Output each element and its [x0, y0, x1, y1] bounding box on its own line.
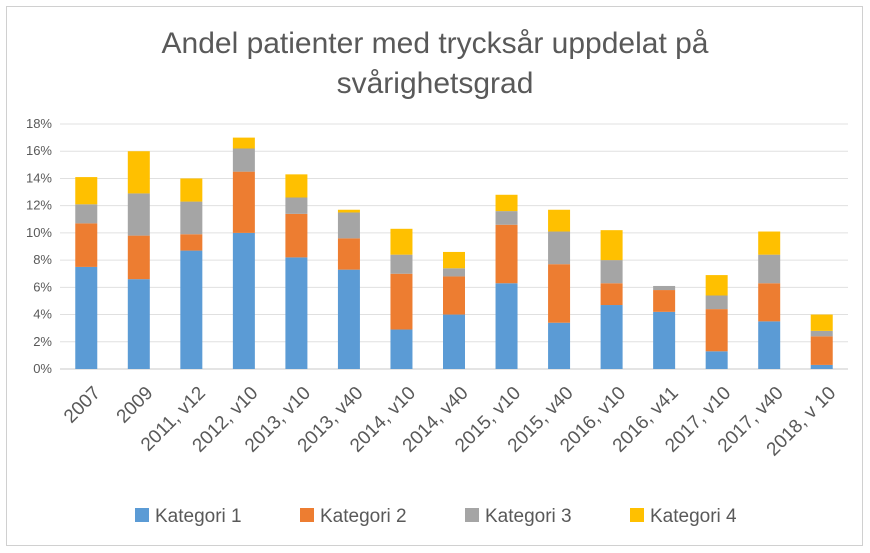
bar-segment	[443, 314, 465, 369]
bar-segment	[127, 235, 150, 280]
bar-segment	[600, 283, 623, 306]
bar-segment	[705, 295, 728, 310]
legend-label: Kategori 2	[320, 506, 407, 527]
y-tick-label: 4%	[33, 307, 52, 322]
bar-segment	[653, 285, 676, 291]
bar-segment	[180, 178, 203, 202]
bar-segment	[232, 137, 255, 149]
x-tick-label: 2009	[113, 383, 158, 428]
legend-swatch	[465, 508, 479, 522]
chart-title-line-1: Andel patienter med trycksår uppdelat på	[161, 27, 709, 60]
legend-swatch	[300, 508, 314, 522]
bar-segment	[390, 228, 413, 255]
bar-segment	[232, 232, 255, 369]
legend-label: Kategori 3	[485, 506, 572, 527]
bar-segment	[232, 171, 255, 233]
bar-segment	[285, 174, 308, 198]
bar-segment	[75, 223, 98, 267]
y-tick-label: 6%	[33, 279, 52, 294]
bar-segment	[810, 330, 833, 337]
bar-segment	[810, 364, 833, 369]
bar-segment	[758, 231, 781, 255]
bar-segment	[653, 290, 676, 312]
bar-segment	[390, 329, 413, 369]
bar-segment	[705, 309, 728, 352]
y-tick-label: 8%	[33, 252, 52, 267]
bar-segment	[180, 250, 203, 369]
y-tick-label: 0%	[33, 361, 52, 376]
bar-segment	[443, 276, 465, 315]
legend: Kategori 1 Kategori 2 Kategori 3 Kategori 4	[135, 506, 737, 527]
bar-segment	[758, 283, 781, 322]
y-tick-label: 10%	[26, 225, 52, 240]
bar-segment	[390, 254, 413, 274]
y-tick-label: 2%	[33, 334, 52, 349]
bar-segment	[600, 305, 623, 369]
bar-segment	[705, 351, 728, 369]
bar-segment	[548, 209, 571, 232]
bar-segment	[758, 321, 781, 369]
bar-segment	[810, 314, 833, 331]
bar-segment	[443, 268, 465, 277]
bar-segment	[600, 230, 623, 261]
bar-segment	[75, 177, 98, 205]
bar-segment	[127, 151, 150, 194]
legend-label: Kategori 4	[650, 506, 737, 527]
bar-segment	[75, 266, 98, 369]
bar-segment	[180, 201, 203, 235]
y-tick-label: 16%	[26, 143, 52, 158]
bar-segment	[810, 336, 833, 365]
bar-segment	[390, 273, 413, 330]
bar-segment	[337, 269, 360, 369]
legend-swatch	[630, 508, 644, 522]
chart-title: Andel patienter med trycksår uppdelat på…	[0, 24, 870, 104]
bar-segment	[495, 224, 518, 284]
y-tick-label: 14%	[26, 170, 52, 185]
x-tick-label: 2007	[60, 383, 105, 428]
bar-segment	[337, 209, 360, 213]
bar-segment	[705, 275, 728, 296]
bar-segment	[127, 193, 150, 236]
bar-segment	[495, 283, 518, 369]
bar-segment	[337, 238, 360, 270]
y-tick-label: 12%	[26, 198, 52, 213]
bar-segment	[758, 254, 781, 284]
bar-segment	[495, 194, 518, 212]
legend-label: Kategori 1	[155, 506, 242, 527]
bar-segment	[127, 279, 150, 369]
bar-segment	[285, 197, 308, 214]
chart-title-line-2: svårighetsgrad	[336, 67, 534, 100]
y-tick-label: 18%	[26, 116, 52, 131]
bar-segment	[232, 148, 255, 172]
bar-segment	[443, 251, 465, 269]
bar-segment	[75, 204, 98, 224]
bar-segment	[285, 213, 308, 258]
bar-segment	[180, 234, 203, 251]
bar-segment	[548, 231, 571, 265]
bar-segment	[337, 212, 360, 239]
bar-segment	[600, 260, 623, 284]
legend-swatch	[135, 508, 149, 522]
bar-segment	[285, 257, 308, 369]
bar-segment	[653, 311, 676, 369]
bar-segment	[495, 211, 518, 225]
bar-segment	[548, 322, 571, 369]
bar-segment	[548, 264, 571, 323]
